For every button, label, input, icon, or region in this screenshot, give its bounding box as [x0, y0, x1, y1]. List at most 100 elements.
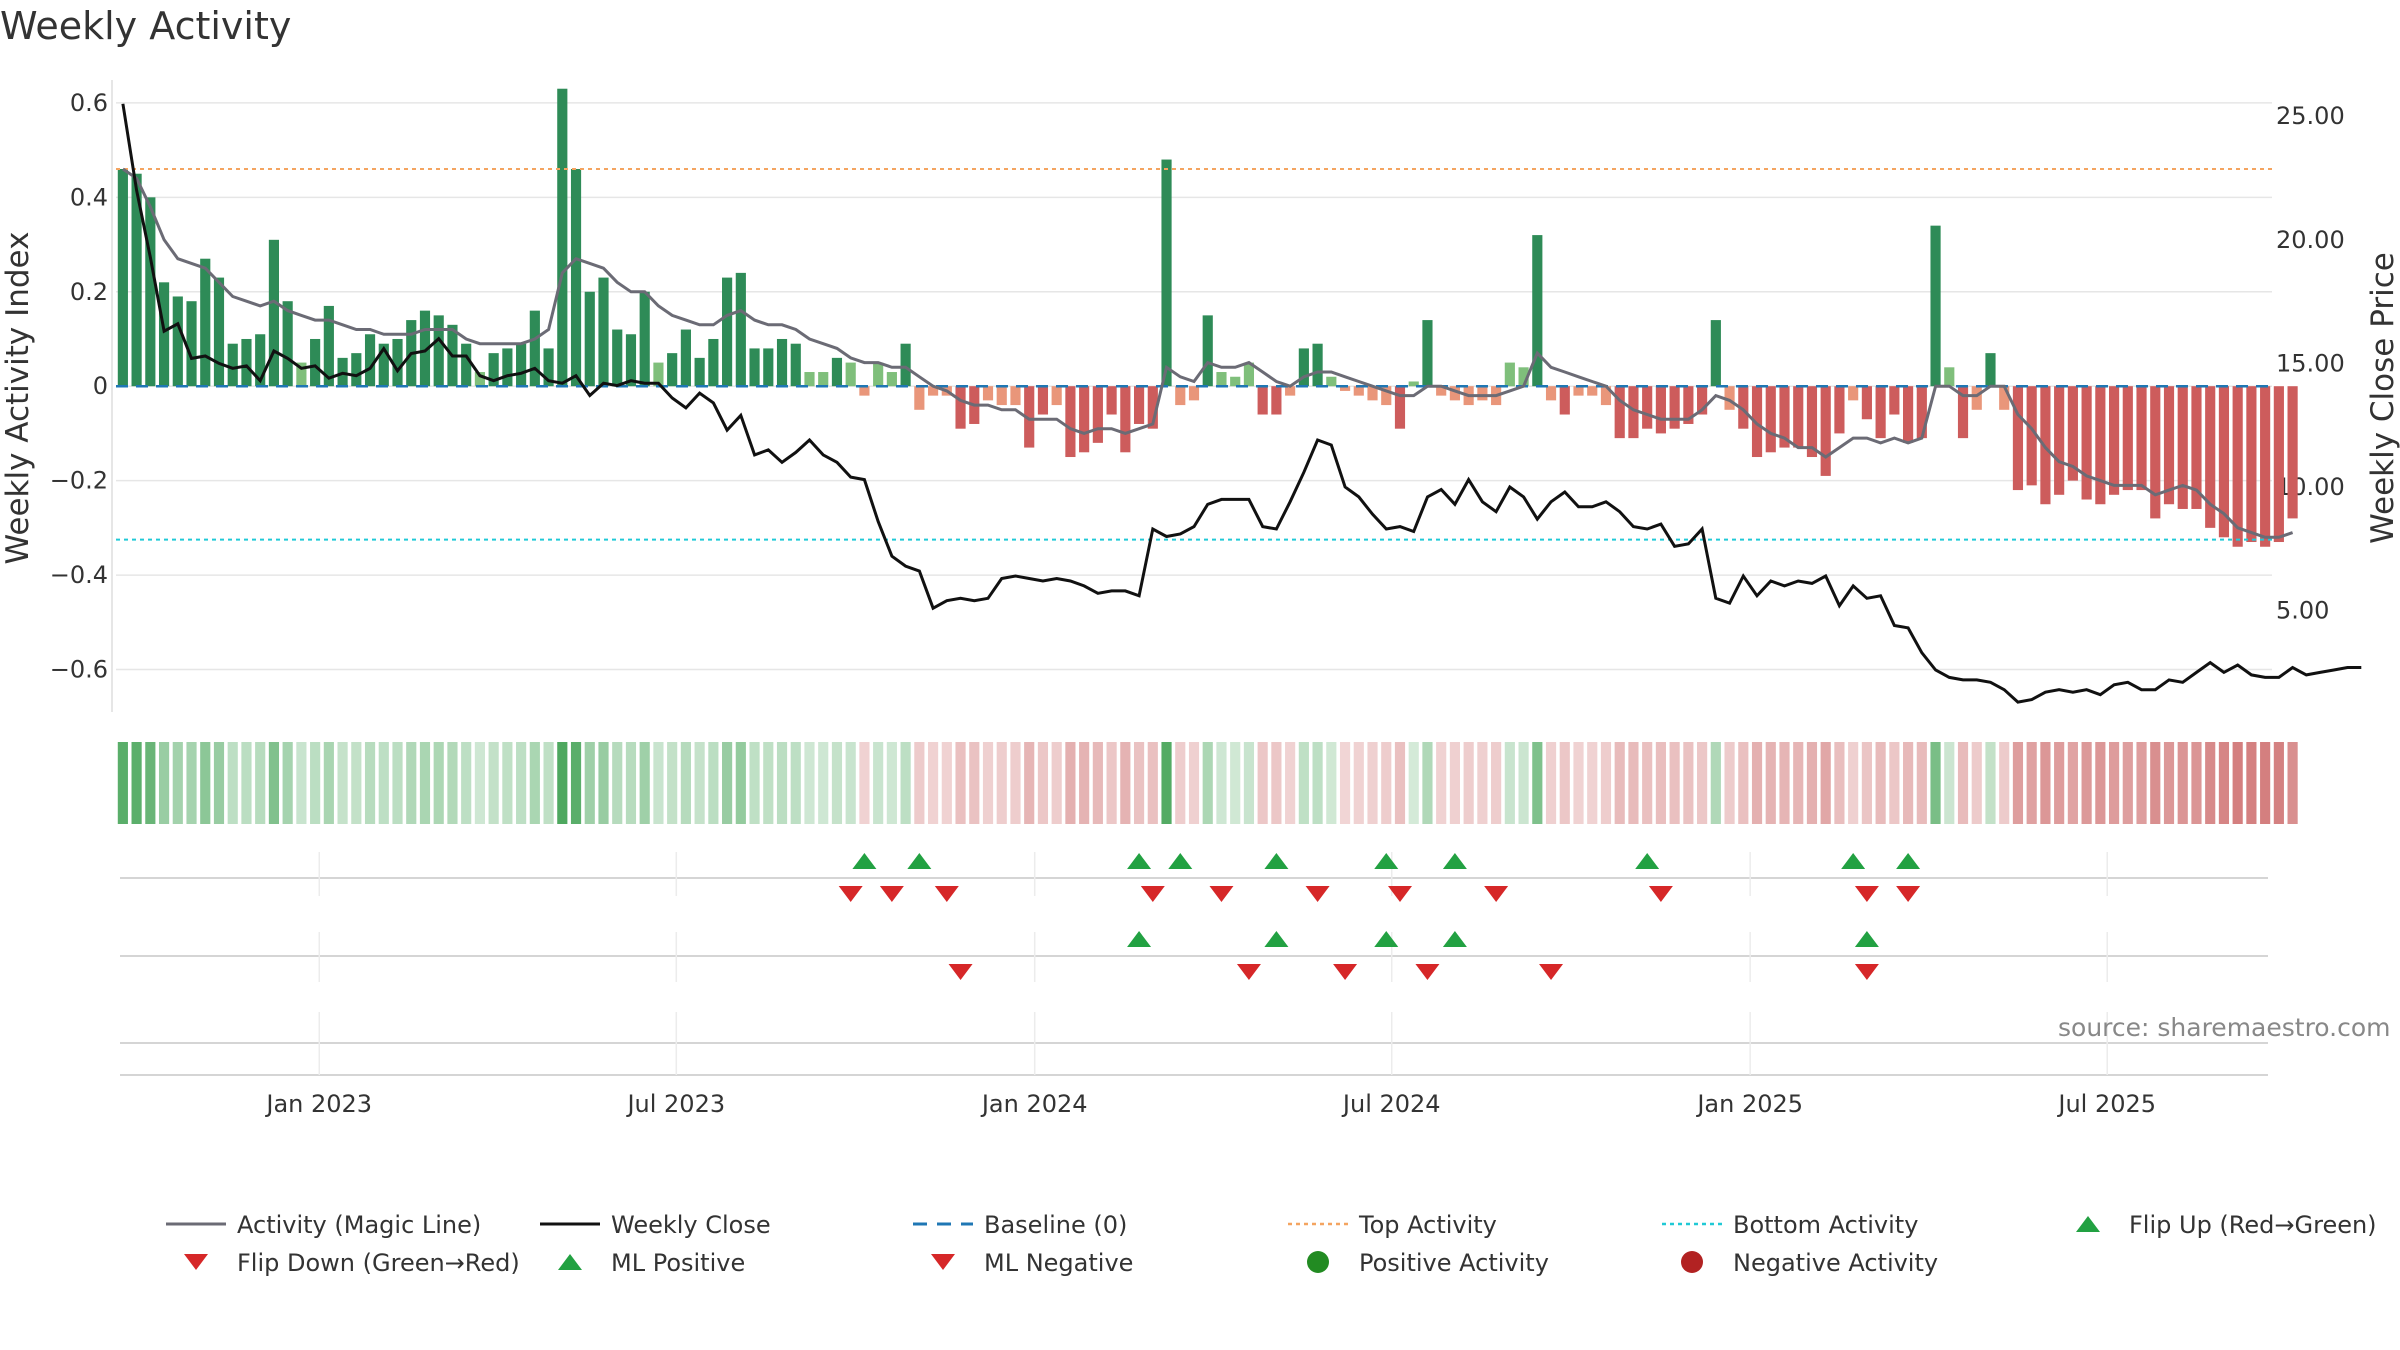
- legend-swatch: [558, 1254, 582, 1270]
- activity-bar: [570, 168, 582, 387]
- heat-strip-cell: [831, 742, 843, 824]
- activity-bar: [639, 291, 650, 387]
- heat-strip-cell: [1944, 742, 1955, 824]
- heat-strip-cell: [186, 742, 197, 824]
- heat-strip-cell: [227, 742, 238, 824]
- activity-bar: [2122, 386, 2133, 491]
- activity-bar: [1079, 386, 1090, 453]
- activity-bar: [461, 343, 472, 387]
- heat-strip-cell: [1889, 742, 1900, 824]
- activity-bar: [433, 315, 444, 387]
- heat-strip-cell: [1903, 742, 1914, 824]
- legend-swatch: [1307, 1251, 1329, 1273]
- flip-up-marker: [1442, 853, 1467, 869]
- heat-strip-cell: [529, 742, 540, 824]
- ml-negative-marker: [1539, 964, 1564, 980]
- x-tick-label: Jan 2023: [264, 1090, 372, 1118]
- activity-bar: [1889, 386, 1900, 415]
- heat-strip-cell: [804, 742, 815, 824]
- heat-strip-cell: [1710, 742, 1721, 824]
- legend-swatch: [184, 1254, 208, 1270]
- heat-strip-cell: [1628, 742, 1639, 824]
- activity-bar: [131, 173, 142, 387]
- activity-bar: [831, 357, 843, 387]
- activity-bar: [1436, 386, 1447, 396]
- flip-down-marker: [838, 886, 863, 902]
- y2-tick-label: 10.00: [2276, 473, 2345, 501]
- heat-strip-cell: [2191, 742, 2202, 824]
- legend-swatch: [931, 1254, 955, 1270]
- heat-strip-cell: [1065, 742, 1076, 824]
- activity-bar: [255, 334, 266, 387]
- activity-bar: [1285, 386, 1296, 396]
- heat-strip-cell: [1491, 742, 1502, 824]
- activity-bar: [186, 301, 197, 387]
- heat-strip-cell: [1600, 742, 1612, 824]
- legend-item: Top Activity: [1288, 1211, 1497, 1239]
- y-tick-label: −0.6: [50, 656, 108, 684]
- heat-strip-cell: [1312, 742, 1323, 824]
- activity-bar: [1820, 386, 1831, 476]
- heat-strip-cell: [845, 742, 856, 824]
- activity-bar: [1120, 386, 1131, 453]
- heat-strip-cell: [2177, 742, 2188, 824]
- heat-strip-cell: [2012, 742, 2024, 824]
- heat-strip-cell: [859, 742, 870, 824]
- activity-bar: [1010, 386, 1021, 406]
- heat-strip-cell: [1999, 742, 2010, 824]
- y-tick-label: 0.6: [70, 89, 108, 117]
- legend-item: Positive Activity: [1307, 1249, 1549, 1277]
- heat-strip-cell: [1916, 742, 1927, 824]
- heat-strip-cell: [543, 742, 554, 824]
- activity-bar: [364, 334, 376, 387]
- heat-strip-cell: [1971, 742, 1982, 824]
- flip-up-marker: [1635, 853, 1660, 869]
- heat-strip-cell: [914, 742, 925, 824]
- x-tick-label: Jul 2024: [1341, 1090, 1441, 1118]
- activity-bar: [296, 362, 307, 387]
- heat-strip-cell: [2246, 742, 2257, 824]
- heat-strip-cell: [1573, 742, 1584, 824]
- y2-tick-label: 5.00: [2276, 597, 2329, 625]
- activity-bar: [2150, 386, 2161, 519]
- heat-strip-cell: [461, 742, 472, 824]
- activity-bar: [419, 310, 431, 387]
- activity-bar: [1381, 386, 1392, 406]
- activity-bar: [2067, 386, 2078, 481]
- activity-bar: [1834, 386, 1845, 434]
- activity-bar: [2136, 386, 2147, 491]
- activity-bar: [1944, 367, 1955, 387]
- y-tick-label: −0.4: [50, 561, 108, 589]
- activity-bar: [1051, 386, 1062, 406]
- activity-bar: [763, 348, 774, 387]
- activity-bar: [1806, 386, 1818, 458]
- activity-bar: [1202, 315, 1213, 387]
- heat-strip-cell: [680, 742, 691, 824]
- activity-bar: [708, 338, 719, 387]
- activity-bar: [1587, 386, 1598, 396]
- legend-label: Positive Activity: [1359, 1249, 1549, 1277]
- heat-strip-cell: [1394, 742, 1406, 824]
- heat-strip-cell: [406, 742, 417, 824]
- heat-strip-cell: [172, 742, 183, 824]
- ml-positive-marker: [1442, 931, 1467, 947]
- heat-strip-cell: [296, 742, 307, 824]
- heat-strip-cell: [145, 742, 156, 824]
- heat-strip-cell: [1751, 742, 1763, 824]
- flip-down-marker: [1140, 886, 1165, 902]
- heat-strip-cell: [1353, 742, 1364, 824]
- heat-strip-cell: [598, 742, 609, 824]
- heat-strip-cell: [1381, 742, 1392, 824]
- flip-down-marker: [1387, 886, 1412, 902]
- activity-bar: [598, 277, 609, 387]
- heat-strip-cell: [158, 742, 170, 824]
- ml-negative-marker: [1236, 964, 1261, 980]
- activity-bar: [1848, 386, 1859, 401]
- activity-bar: [996, 386, 1007, 406]
- activity-bar: [2026, 386, 2037, 486]
- heat-strip-cell: [2205, 742, 2216, 824]
- heat-strip-cell: [2218, 742, 2230, 824]
- flip-down-marker: [934, 886, 959, 902]
- heat-strip-cell: [282, 742, 293, 824]
- legend-swatch: [2076, 1216, 2100, 1232]
